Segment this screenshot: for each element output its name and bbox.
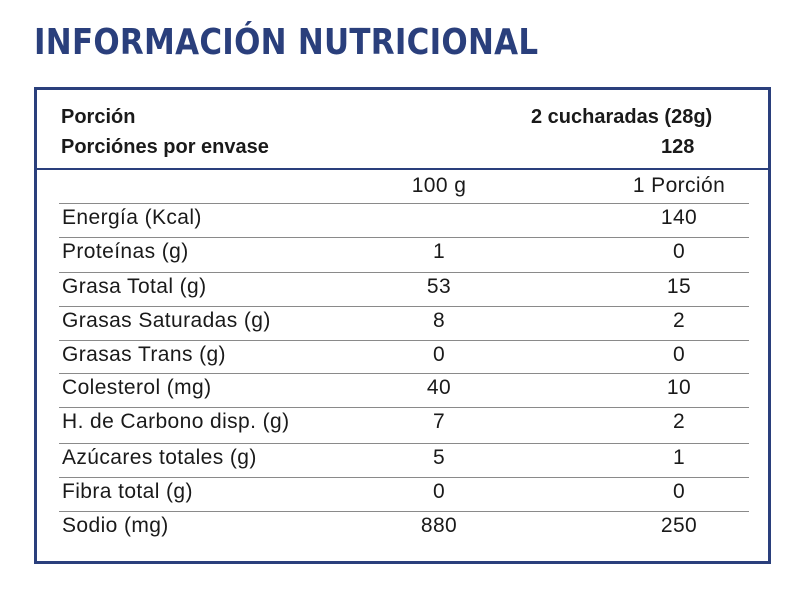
nutrient-label: Energía (Kcal)	[62, 206, 202, 229]
nutrient-label: Sodio (mg)	[62, 514, 169, 537]
nutrient-label: Grasa Total (g)	[62, 275, 207, 298]
value-per-100g: 5	[432, 446, 446, 469]
nutrient-label: Azúcares totales (g)	[62, 446, 257, 469]
value-per-portion: 0	[672, 240, 686, 263]
column-header-portion: 1 Porción	[632, 174, 726, 197]
nutrient-label: Fibra total (g)	[62, 480, 193, 503]
value-per-100g: 40	[426, 376, 452, 399]
nutrient-label: Grasas Saturadas (g)	[62, 309, 271, 332]
serving-header: Porción 2 cucharadas (28g) Porciónes por…	[37, 90, 768, 170]
table-row: Proteínas (g) 1 0	[59, 237, 749, 273]
table-row: Grasas Saturadas (g) 8 2	[59, 306, 749, 341]
value-per-100g: 53	[426, 275, 452, 298]
column-header-row: 100 g 1 Porción	[59, 170, 749, 204]
portion-label: Porción	[61, 106, 136, 128]
table-row: Energía (Kcal) 140	[59, 203, 749, 238]
table-row: Azúcares totales (g) 5 1	[59, 443, 749, 478]
column-header-100g: 100 g	[411, 174, 467, 197]
page-title: INFORMACIÓN NUTRICIONAL	[34, 22, 539, 63]
table-row: Grasa Total (g) 53 15	[59, 272, 749, 307]
value-per-portion: 15	[666, 275, 692, 298]
value-per-portion: 140	[660, 206, 698, 229]
portion-value: 2 cucharadas (28g)	[531, 106, 713, 128]
value-per-portion: 1	[672, 446, 686, 469]
value-per-portion: 0	[672, 343, 686, 366]
servings-label: Porciónes por envase	[61, 136, 269, 158]
value-per-portion: 250	[660, 514, 698, 537]
nutrient-label: Grasas Trans (g)	[62, 343, 226, 366]
value-per-portion: 10	[666, 376, 692, 399]
value-per-100g: 1	[432, 240, 446, 263]
table-row: Colesterol (mg) 40 10	[59, 373, 749, 408]
table-row: Fibra total (g) 0 0	[59, 477, 749, 512]
nutrition-facts-panel: Porción 2 cucharadas (28g) Porciónes por…	[34, 87, 771, 564]
nutrient-label: Colesterol (mg)	[62, 376, 212, 399]
servings-value: 128	[661, 136, 695, 158]
value-per-100g: 7	[432, 410, 446, 433]
value-per-100g: 880	[420, 514, 458, 537]
nutrient-label: H. de Carbono disp. (g)	[62, 410, 290, 433]
value-per-100g: 8	[432, 309, 446, 332]
table-row: Grasas Trans (g) 0 0	[59, 340, 749, 374]
table-row: Sodio (mg) 880 250	[59, 511, 749, 545]
value-per-100g: 0	[432, 480, 446, 503]
value-per-portion: 2	[672, 410, 686, 433]
table-row: H. de Carbono disp. (g) 7 2	[59, 407, 749, 444]
value-per-portion: 2	[672, 309, 686, 332]
nutrient-label: Proteínas (g)	[62, 240, 189, 263]
value-per-portion: 0	[672, 480, 686, 503]
value-per-100g: 0	[432, 343, 446, 366]
